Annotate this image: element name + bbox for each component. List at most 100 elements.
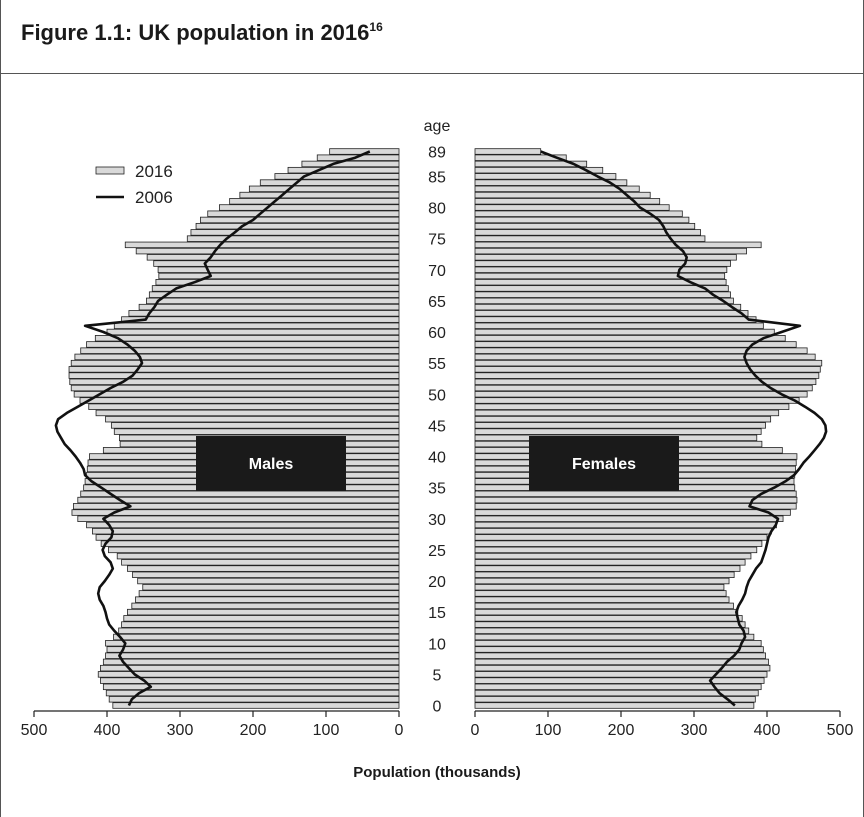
x-tick-label-female: 200 [608,722,635,739]
bar-male-2016 [110,422,400,429]
bar-female-2016 [474,148,542,155]
bar-female-2016 [474,658,769,666]
bar-male-2016 [100,677,400,684]
x-tick-label-female: 0 [471,722,480,739]
bar-male-2016 [142,584,400,591]
bar-female-2016 [474,664,771,672]
bar-male-2016 [239,191,400,199]
bar-female-2016 [474,608,739,616]
bar-male-2016 [68,366,400,373]
bar-female-2016 [474,696,756,703]
bar-female-2016 [474,191,651,199]
bar-male-2016 [151,285,400,292]
bar-female-2016 [474,540,763,547]
bar-female-2016 [474,384,813,392]
age-tick-label: 89 [428,145,446,162]
bar-female-2016 [474,409,780,417]
bar-female-2016 [474,428,762,435]
figure-title-band: Figure 1.1: UK population in 201616 [0,0,864,74]
bar-male-2016 [105,689,400,697]
x-tick-label-male: 400 [94,722,121,739]
bar-female-2016 [474,185,640,193]
bar-female-2016 [474,496,798,504]
females-label-box [529,436,679,491]
bar-female-2016 [474,677,765,684]
age-tick-label: 20 [428,574,446,591]
bar-female-2016 [474,565,741,572]
bar-female-2016 [474,303,742,311]
bar-female-2016 [474,235,706,242]
bar-male-2016 [92,527,400,535]
bar-male-2016 [116,552,400,560]
bar-male-2016 [113,322,400,330]
bar-male-2016 [146,254,400,261]
age-tick-label: 65 [428,294,446,311]
bar-male-2016 [113,633,400,641]
x-tick-label-female: 400 [754,722,781,739]
bar-male-2016 [105,652,400,659]
bar-male-2016 [80,347,400,354]
x-tick-label-male: 500 [21,722,48,739]
bar-male-2016 [70,359,400,367]
bar-female-2016 [474,646,764,653]
bar-female-2016 [474,490,797,498]
bar-male-2016 [73,391,400,398]
bar-male-2016 [73,503,400,510]
bar-male-2016 [68,372,400,379]
bar-male-2016 [71,509,400,516]
bar-male-2016 [108,696,400,703]
bar-male-2016 [97,671,400,678]
bar-female-2016 [474,166,604,174]
bar-female-2016 [474,204,670,211]
bar-female-2016 [474,216,690,224]
bar-male-2016 [138,590,400,597]
bar-male-2016 [79,397,400,404]
bar-female-2016 [474,590,727,597]
bar-male-2016 [148,291,400,298]
bar-male-2016 [100,664,400,672]
bar-female-2016 [474,266,728,273]
bar-male-2016 [105,640,400,647]
bar-female-2016 [474,503,797,510]
bar-female-2016 [474,173,617,180]
bar-male-2016 [70,384,400,392]
legend-label-2006: 2006 [135,188,173,207]
bar-female-2016 [474,527,772,535]
bar-male-2016 [135,247,400,255]
bar-female-2016 [474,627,750,635]
bar-female-2016 [474,222,696,230]
bar-male-2016 [86,341,400,348]
age-tick-label: 50 [428,387,446,404]
legend-label-2016: 2016 [135,162,173,181]
bar-female-2016 [474,291,731,298]
bar-male-2016 [80,490,400,498]
bar-male-2016 [259,179,400,186]
bar-male-2016 [106,328,400,336]
bar-male-2016 [248,185,400,193]
bar-female-2016 [474,577,730,585]
x-tick-label-female: 500 [827,722,854,739]
bar-male-2016 [108,546,400,554]
bar-female-2016 [474,160,588,168]
bar-female-2016 [474,241,762,249]
bar-female-2016 [474,260,731,267]
bar-female-2016 [474,559,746,566]
bar-male-2016 [69,378,400,386]
bar-female-2016 [474,198,661,205]
bar-male-2016 [94,335,400,342]
bar-male-2016 [95,534,400,541]
bar-female-2016 [474,633,755,641]
bar-male-2016 [121,316,400,323]
bar-male-2016 [157,266,400,273]
bar-female-2016 [474,179,628,186]
bar-female-2016 [474,602,734,610]
bar-male-2016 [121,559,400,566]
bar-male-2016 [146,297,400,305]
bar-male-2016 [195,222,400,230]
females-label: Females [572,456,636,473]
bar-male-2016 [287,166,400,174]
bar-female-2016 [474,353,816,361]
bar-male-2016 [131,602,400,610]
bar-female-2016 [474,683,762,691]
